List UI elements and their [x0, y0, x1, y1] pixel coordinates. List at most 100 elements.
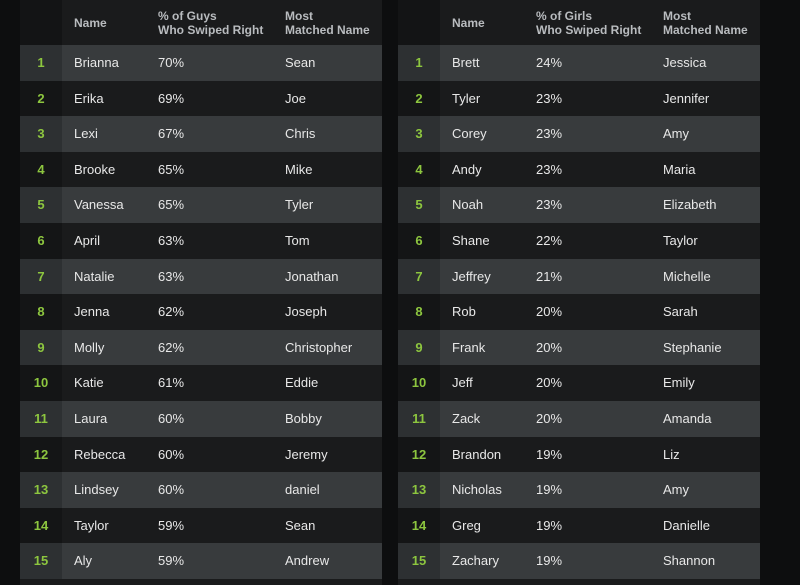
table-row: 2 Tyler 23% Jennifer: [398, 80, 760, 117]
percent-cell: 22%: [536, 232, 563, 248]
rank-cell: 4: [20, 151, 62, 188]
rank-cell: 8: [20, 294, 62, 330]
name-cell: Zack: [452, 410, 481, 426]
match-cell: Amanda: [663, 410, 712, 426]
rank-cell: 14: [398, 507, 440, 544]
percent-cell: 67%: [158, 126, 185, 142]
match-cell: daniel: [285, 482, 320, 498]
table-row: 3 Lexi 67% Chris: [20, 116, 382, 152]
percent-cell: 59%: [158, 553, 185, 569]
percent-cell: 20%: [536, 375, 563, 391]
table-row: 4 Andy 23% Maria: [398, 151, 760, 188]
rank-cell: 7: [20, 258, 62, 295]
match-cell: Amy: [663, 126, 689, 142]
name-cell: Tyler: [452, 90, 481, 106]
match-cell: Joe: [285, 90, 306, 106]
table-row: 1 Brett 24% Jessica: [398, 45, 760, 81]
table-row: 6 Shane 22% Taylor: [398, 222, 760, 259]
name-cell: Andy: [452, 161, 482, 177]
rank-cell: 2: [20, 80, 62, 117]
name-cell: Laura: [74, 410, 108, 426]
match-cell: Amy: [663, 482, 689, 498]
match-cell: Sarah: [663, 304, 698, 320]
table-row: 15 Zachary 19% Shannon: [398, 543, 760, 579]
table-row: 2 Erika 69% Joe: [20, 80, 382, 117]
percent-header-line1: % of Girls: [536, 8, 593, 23]
rank-cell: 11: [398, 400, 440, 437]
table-row: 6 April 63% Tom: [20, 222, 382, 259]
match-cell: Taylor: [663, 232, 698, 248]
table-row: 5 Vanessa 65% Tyler: [20, 187, 382, 223]
percent-cell: 21%: [536, 268, 563, 284]
match-header-line1: Most: [663, 8, 691, 23]
percent-cell: 63%: [158, 268, 185, 284]
match-header-line2: Matched Name: [663, 22, 748, 37]
table-row: 11 Zack 20% Amanda: [398, 400, 760, 437]
table-row: 14 Taylor 59% Sean: [20, 507, 382, 544]
rank-cell: 2: [398, 80, 440, 117]
percent-cell: 65%: [158, 161, 185, 177]
name-cell: Jeffrey: [452, 268, 491, 284]
table-row: 10 Jeff 20% Emily: [398, 365, 760, 401]
name-cell: Rebecca: [74, 446, 126, 462]
name-cell: Taylor: [74, 517, 109, 533]
table-row: 9 Frank 20% Stephanie: [398, 329, 760, 366]
percent-column-header: % of Girls Who Swiped Right: [536, 0, 641, 45]
percent-cell: 62%: [158, 304, 185, 320]
name-header-label: Name: [74, 15, 107, 30]
percent-header-line2: Who Swiped Right: [536, 22, 642, 37]
percent-cell: 63%: [158, 232, 185, 248]
name-cell: Brianna: [74, 55, 119, 70]
table-row: 8 Rob 20% Sarah: [398, 294, 760, 330]
match-cell: Joseph: [285, 304, 327, 320]
name-header-label: Name: [452, 15, 485, 30]
table-row: 7 Natalie 63% Jonathan: [20, 258, 382, 295]
rank-cell: 15: [20, 543, 62, 579]
rank-header-cell: [20, 0, 62, 45]
rank-cell: 9: [398, 329, 440, 366]
rank-cell: 6: [20, 222, 62, 259]
rank-cell: 10: [398, 365, 440, 401]
table-row: 13 Nicholas 19% Amy: [398, 472, 760, 508]
percent-cell: 19%: [536, 553, 563, 569]
name-cell: Natalie: [74, 268, 115, 284]
percent-cell: 59%: [158, 517, 185, 533]
table-row: 11 Laura 60% Bobby: [20, 400, 382, 437]
rank-cell: 1: [20, 45, 62, 81]
percent-column-header: % of Guys Who Swiped Right: [158, 0, 263, 45]
percent-cell: 19%: [536, 446, 563, 462]
rank-cell: 9: [20, 329, 62, 366]
percent-cell: 69%: [158, 90, 185, 106]
table-row: 3 Corey 23% Amy: [398, 116, 760, 152]
girls-table: Name % of Girls Who Swiped Right Most Ma…: [398, 0, 760, 585]
percent-cell: 70%: [158, 55, 185, 70]
name-cell: April: [74, 232, 101, 248]
rank-cell: 5: [20, 187, 62, 223]
name-cell: Greg: [452, 517, 481, 533]
name-cell: Lindsey: [74, 482, 119, 498]
rank-cell: 13: [398, 472, 440, 508]
table-header: Name % of Girls Who Swiped Right Most Ma…: [398, 0, 760, 45]
match-cell: Jeremy: [285, 446, 328, 462]
match-cell: Jennifer: [663, 90, 710, 106]
percent-cell: 23%: [536, 161, 563, 177]
percent-cell: 23%: [536, 197, 563, 213]
rank-cell: 12: [398, 436, 440, 473]
match-cell: Chris: [285, 126, 316, 142]
table-row: 12 Brandon 19% Liz: [398, 436, 760, 473]
percent-cell: 20%: [536, 339, 563, 355]
rank-cell: 7: [398, 258, 440, 295]
table-row: 13 Lindsey 60% daniel: [20, 472, 382, 508]
name-cell: Nicholas: [452, 482, 502, 498]
percent-header-line1: % of Guys: [158, 8, 217, 23]
name-cell: Erika: [74, 90, 104, 106]
match-column-header: Most Matched Name: [663, 0, 748, 45]
name-column-header: Name: [452, 0, 485, 45]
rank-header-cell: [398, 0, 440, 45]
match-cell: Christopher: [285, 339, 353, 355]
name-cell: Jeff: [452, 375, 473, 391]
percent-cell: 65%: [158, 197, 185, 213]
table-row: 15 Aly 59% Andrew: [20, 543, 382, 579]
percent-cell: 20%: [536, 410, 563, 426]
percent-cell: 20%: [536, 304, 563, 320]
